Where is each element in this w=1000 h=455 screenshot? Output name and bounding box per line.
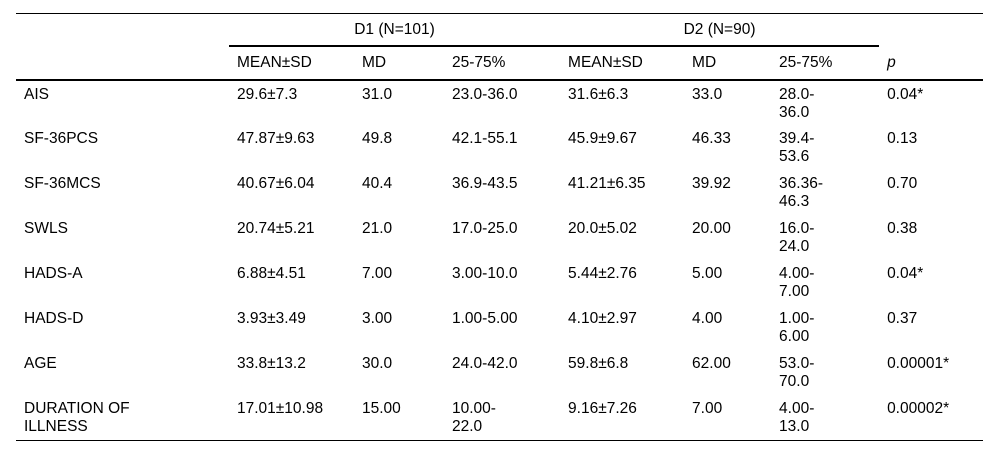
table-row: DURATION OF ILLNESS 17.01±10.98 15.00 10… bbox=[16, 395, 984, 441]
data-cell: 16.0- 24.0 bbox=[779, 220, 815, 255]
table-row: SWLS 20.74±5.21 21.0 17.0-25.0 20.0±5.02… bbox=[16, 215, 983, 260]
data-cell: 33.8±13.2 bbox=[237, 355, 306, 372]
data-cell: 46.33 bbox=[692, 130, 731, 147]
data-cell: 0.38 bbox=[887, 220, 918, 237]
data-cell: 3.00 bbox=[362, 310, 393, 327]
table-row: SF-36MCS 40.67±6.04 40.4 36.9-43.5 41.21… bbox=[16, 170, 983, 215]
data-cell: 17.01±10.98 bbox=[229, 395, 354, 441]
data-cell: 10.00- 22.0 bbox=[444, 395, 561, 441]
spacer-cell bbox=[16, 46, 229, 81]
data-cell: 0.70 bbox=[887, 175, 918, 192]
row-label: AIS bbox=[24, 86, 49, 103]
table-row: AIS 29.6±7.3 31.0 23.0-36.0 31.6±6.3 33.… bbox=[16, 80, 983, 125]
col-header-iqr-d2: 25-75% bbox=[771, 46, 880, 81]
data-cell: 36.9-43.5 bbox=[452, 175, 518, 192]
group-header-row: D1 (N=101) D2 (N=90) bbox=[16, 13, 984, 47]
data-cell: 28.0- 36.0 bbox=[779, 86, 815, 121]
table-row: HADS-D 3.93±3.49 3.00 1.00-5.00 4.10±2.9… bbox=[16, 305, 983, 350]
data-cell: 33.0 bbox=[692, 86, 723, 103]
data-cell: 17.0-25.0 bbox=[452, 220, 518, 237]
data-cell: 1.00-5.00 bbox=[452, 310, 518, 327]
data-cell: 15.00 bbox=[354, 395, 444, 441]
data-cell: 0.04* bbox=[887, 86, 924, 103]
data-cell: 0.00001* bbox=[887, 355, 950, 372]
data-cell: 6.88±4.51 bbox=[237, 265, 306, 282]
col-header-p: p bbox=[879, 46, 984, 81]
row-label: DURATION OF ILLNESS bbox=[16, 395, 229, 441]
col-header-mean-sd-d1: MEAN±SD bbox=[229, 46, 354, 81]
col-header-iqr-d1: 25-75% bbox=[444, 46, 561, 81]
data-cell: 36.36- 46.3 bbox=[779, 175, 823, 210]
data-cell: 39.92 bbox=[692, 175, 731, 192]
data-cell: 7.00 bbox=[684, 395, 772, 441]
data-cell: 31.0 bbox=[362, 86, 393, 103]
data-cell: 24.0-42.0 bbox=[452, 355, 518, 372]
data-cell: 45.9±9.67 bbox=[568, 130, 637, 147]
table-row: AGE 33.8±13.2 30.0 24.0-42.0 59.8±6.8 62… bbox=[16, 350, 983, 395]
data-cell: 5.44±2.76 bbox=[568, 265, 637, 282]
data-cell: 0.04* bbox=[887, 265, 924, 282]
data-cell: 9.16±7.26 bbox=[560, 395, 685, 441]
row-label: HADS-A bbox=[24, 265, 83, 282]
data-cell: 4.00- 7.00 bbox=[779, 265, 815, 300]
col-header-md-d2: MD bbox=[684, 46, 772, 81]
row-label: SWLS bbox=[24, 220, 68, 237]
data-cell: 4.00- 13.0 bbox=[771, 395, 880, 441]
data-cell: 29.6±7.3 bbox=[237, 86, 298, 103]
data-cell: 21.0 bbox=[362, 220, 393, 237]
row-label: SF-36PCS bbox=[24, 130, 99, 147]
data-cell: 3.00-10.0 bbox=[452, 265, 518, 282]
data-cell: 7.00 bbox=[362, 265, 393, 282]
data-cell: 0.00002* bbox=[879, 395, 984, 441]
spacer-cell bbox=[879, 13, 984, 46]
column-header-row: MEAN±SD MD 25-75% MEAN±SD MD 25-75% p bbox=[16, 46, 984, 81]
row-label: SF-36MCS bbox=[24, 175, 101, 192]
data-cell: 20.74±5.21 bbox=[237, 220, 315, 237]
data-cell: 47.87±9.63 bbox=[237, 130, 315, 147]
data-cell: 23.0-36.0 bbox=[452, 86, 518, 103]
data-cell: 31.6±6.3 bbox=[568, 86, 629, 103]
table-row: HADS-A 6.88±4.51 7.00 3.00-10.0 5.44±2.7… bbox=[16, 260, 983, 305]
row-label: AGE bbox=[24, 355, 57, 372]
data-cell: 40.4 bbox=[362, 175, 393, 192]
group-header-d1: D1 (N=101) bbox=[229, 13, 561, 47]
data-cell: 40.67±6.04 bbox=[237, 175, 315, 192]
data-cell: 62.00 bbox=[692, 355, 731, 372]
clinical-stats-table: D1 (N=101) D2 (N=90) MEAN±SD MD 25-75% M… bbox=[16, 13, 984, 441]
spacer-cell bbox=[16, 13, 229, 46]
col-header-md-d1: MD bbox=[354, 46, 444, 81]
data-cell: 41.21±6.35 bbox=[568, 175, 646, 192]
row-label: HADS-D bbox=[24, 310, 84, 327]
group-header-d2: D2 (N=90) bbox=[560, 13, 880, 47]
data-cell: 59.8±6.8 bbox=[568, 355, 629, 372]
data-cell: 4.00 bbox=[692, 310, 723, 327]
data-cell: 20.00 bbox=[692, 220, 731, 237]
data-cell: 0.13 bbox=[887, 130, 918, 147]
data-cell: 49.8 bbox=[362, 130, 393, 147]
data-cell: 1.00- 6.00 bbox=[779, 310, 815, 345]
data-cell: 3.93±3.49 bbox=[237, 310, 306, 327]
data-cell: 5.00 bbox=[692, 265, 723, 282]
data-cell: 30.0 bbox=[362, 355, 393, 372]
data-cell: 39.4- 53.6 bbox=[779, 130, 815, 165]
data-cell: 42.1-55.1 bbox=[452, 130, 518, 147]
data-cell: 20.0±5.02 bbox=[568, 220, 637, 237]
table-row: SF-36PCS 47.87±9.63 49.8 42.1-55.1 45.9±… bbox=[16, 125, 983, 170]
data-cell: 4.10±2.97 bbox=[568, 310, 637, 327]
col-header-mean-sd-d2: MEAN±SD bbox=[560, 46, 685, 81]
data-cell: 0.37 bbox=[887, 310, 918, 327]
data-cell: 53.0- 70.0 bbox=[779, 355, 815, 390]
